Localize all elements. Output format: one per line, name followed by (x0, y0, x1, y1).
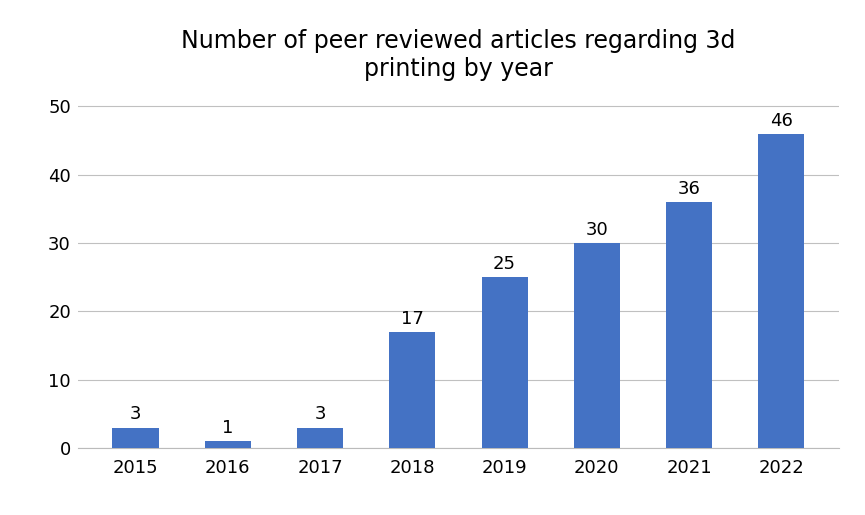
Bar (297, 427, 343, 448)
Bar (112, 427, 158, 448)
Text: 25: 25 (493, 255, 516, 273)
Text: 30: 30 (586, 221, 608, 239)
Text: 1: 1 (222, 419, 234, 437)
Bar (759, 134, 804, 448)
Text: 17: 17 (400, 310, 424, 328)
Text: 46: 46 (770, 112, 793, 130)
Text: 3: 3 (130, 405, 141, 423)
Text: 36: 36 (677, 180, 701, 198)
Bar (573, 243, 620, 448)
Bar (666, 202, 712, 448)
Text: 3: 3 (314, 405, 326, 423)
Bar (389, 332, 435, 448)
Bar (205, 441, 251, 448)
Title: Number of peer reviewed articles regarding 3d
printing by year: Number of peer reviewed articles regardi… (182, 29, 735, 81)
Bar (482, 277, 528, 448)
